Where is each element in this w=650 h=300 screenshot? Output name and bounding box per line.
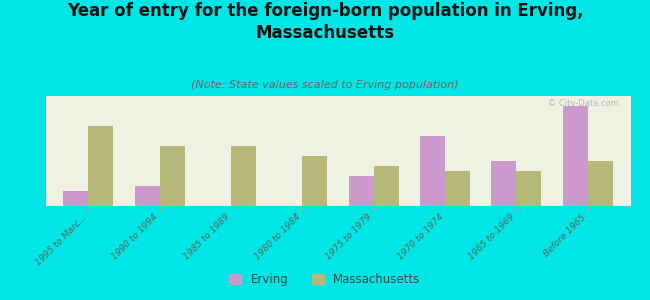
Bar (88, 126, 113, 206)
Bar (302, 156, 328, 206)
Text: (Note: State values scaled to Erving population): (Note: State values scaled to Erving pop… (191, 80, 459, 89)
Bar (374, 166, 398, 206)
Legend: Erving, Massachusetts: Erving, Massachusetts (225, 269, 425, 291)
Bar (160, 146, 185, 206)
Bar (516, 171, 541, 206)
Bar (63, 190, 88, 206)
Text: Year of entry for the foreign-born population in Erving,
Massachusetts: Year of entry for the foreign-born popul… (67, 2, 583, 42)
Text: © City-Data.com: © City-Data.com (548, 99, 619, 108)
Bar (231, 146, 256, 206)
Bar (348, 176, 374, 206)
Bar (445, 171, 470, 206)
Bar (420, 136, 445, 206)
Bar (135, 186, 160, 206)
Bar (563, 106, 588, 206)
Bar (491, 161, 516, 206)
Bar (588, 161, 613, 206)
